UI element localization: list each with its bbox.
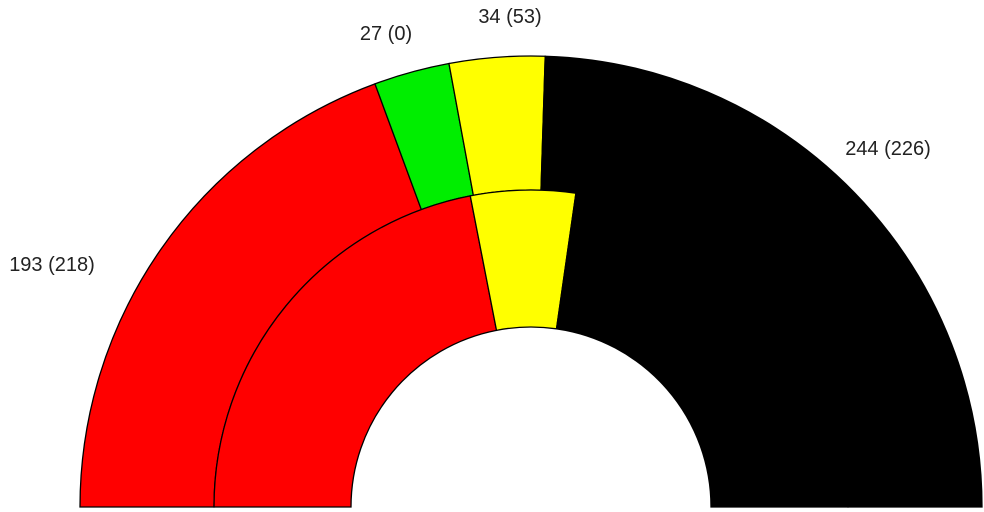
segment-inner-red [213,195,498,508]
label-yellow: 34 (53) [478,6,541,28]
label-black: 244 (226) [845,138,931,160]
segment-inner-black [555,192,849,508]
label-red: 193 (218) [9,254,95,276]
label-green: 27 (0) [360,23,412,45]
